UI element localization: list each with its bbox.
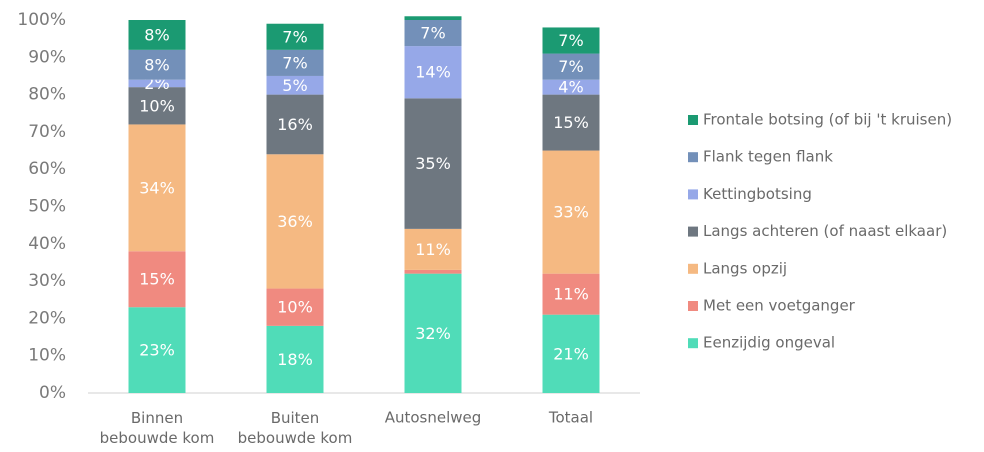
legend-swatch xyxy=(688,338,698,349)
y-tick-label: 40% xyxy=(28,234,66,254)
y-tick-label: 30% xyxy=(28,271,66,291)
legend-label: Flank tegen flank xyxy=(703,148,833,166)
bar-segment xyxy=(128,49,186,80)
bar-segment xyxy=(128,307,186,393)
bar-segment xyxy=(542,53,600,80)
y-tick-label: 50% xyxy=(28,197,66,217)
data-label: 7% xyxy=(282,27,307,46)
legend-label: Met een voetganger xyxy=(703,297,856,315)
bar-segment xyxy=(542,27,600,54)
data-label: 14% xyxy=(415,63,451,82)
legend-label: Frontale botsing (of bij 't kruisen) xyxy=(703,111,952,129)
bar-segment xyxy=(404,16,462,20)
legend-label: Langs opzij xyxy=(703,259,787,277)
data-label: 7% xyxy=(558,57,583,76)
bar-segment xyxy=(404,20,462,47)
bar-segment xyxy=(128,87,186,125)
y-tick-label: 90% xyxy=(28,47,66,67)
data-label: 11% xyxy=(415,240,451,259)
bar-segment xyxy=(542,273,600,315)
bar-segment xyxy=(266,325,324,393)
y-tick-label: 20% xyxy=(28,308,66,328)
x-tick-label: Binnen bebouwde kom xyxy=(100,409,215,447)
x-tick-label: Totaal xyxy=(548,409,593,427)
bar-segment xyxy=(542,314,600,393)
bar-segment xyxy=(128,124,186,252)
bar-segment xyxy=(266,75,324,95)
y-tick-label: 70% xyxy=(28,122,66,142)
bar-segment xyxy=(404,98,462,229)
y-tick-label: 60% xyxy=(28,159,66,179)
legend-label: Langs achteren (of naast elkaar) xyxy=(703,222,947,240)
bar-segment xyxy=(404,46,462,99)
data-label: 32% xyxy=(415,324,451,343)
data-label: 7% xyxy=(282,53,307,72)
data-label: 4% xyxy=(558,78,583,97)
legend-label: Kettingbotsing xyxy=(703,185,812,203)
y-tick-label: 0% xyxy=(39,383,66,403)
x-tick-label: Autosnelweg xyxy=(385,409,482,427)
data-label: 8% xyxy=(144,25,169,44)
data-label: 18% xyxy=(277,350,313,369)
bar-segment xyxy=(266,94,324,155)
data-label: 15% xyxy=(139,270,175,289)
data-label: 11% xyxy=(553,285,589,304)
data-label: 8% xyxy=(144,55,169,74)
bar-segment xyxy=(266,23,324,50)
bar-segment xyxy=(404,228,462,270)
bar-segment xyxy=(266,154,324,289)
x-tick-label: Buiten bebouwde kom xyxy=(238,409,353,447)
legend-swatch xyxy=(688,226,698,237)
data-label: 34% xyxy=(139,178,175,197)
bar-segment xyxy=(128,79,186,88)
data-label: 7% xyxy=(420,24,445,43)
bar-segment xyxy=(266,288,324,326)
data-label: 10% xyxy=(139,96,175,115)
y-tick-label: 80% xyxy=(28,85,66,105)
y-tick-label: 100% xyxy=(17,10,66,30)
legend-label: Eenzijdig ongeval xyxy=(703,334,835,352)
legend-swatch xyxy=(688,189,698,200)
data-label: 23% xyxy=(139,341,175,360)
data-label: 7% xyxy=(558,31,583,50)
y-tick-label: 10% xyxy=(28,346,66,366)
legend-swatch xyxy=(688,301,698,311)
bar-segment xyxy=(404,269,462,274)
bar-segment xyxy=(542,79,600,95)
bar-segment xyxy=(542,150,600,274)
legend-swatch xyxy=(688,115,698,125)
data-label: 36% xyxy=(277,212,313,231)
bar-segment xyxy=(404,273,462,393)
bar-segment xyxy=(542,94,600,151)
data-label: 33% xyxy=(553,203,589,222)
bar-segment xyxy=(266,49,324,76)
legend-swatch xyxy=(688,152,698,163)
data-label: 5% xyxy=(282,76,307,95)
data-label: 10% xyxy=(277,298,313,317)
data-label: 35% xyxy=(415,154,451,173)
data-label: 15% xyxy=(553,113,589,132)
data-label: 21% xyxy=(553,344,589,363)
data-label: 16% xyxy=(277,115,313,134)
bar-segment xyxy=(128,251,186,308)
legend-swatch xyxy=(688,263,698,274)
bar-segment xyxy=(128,20,186,50)
